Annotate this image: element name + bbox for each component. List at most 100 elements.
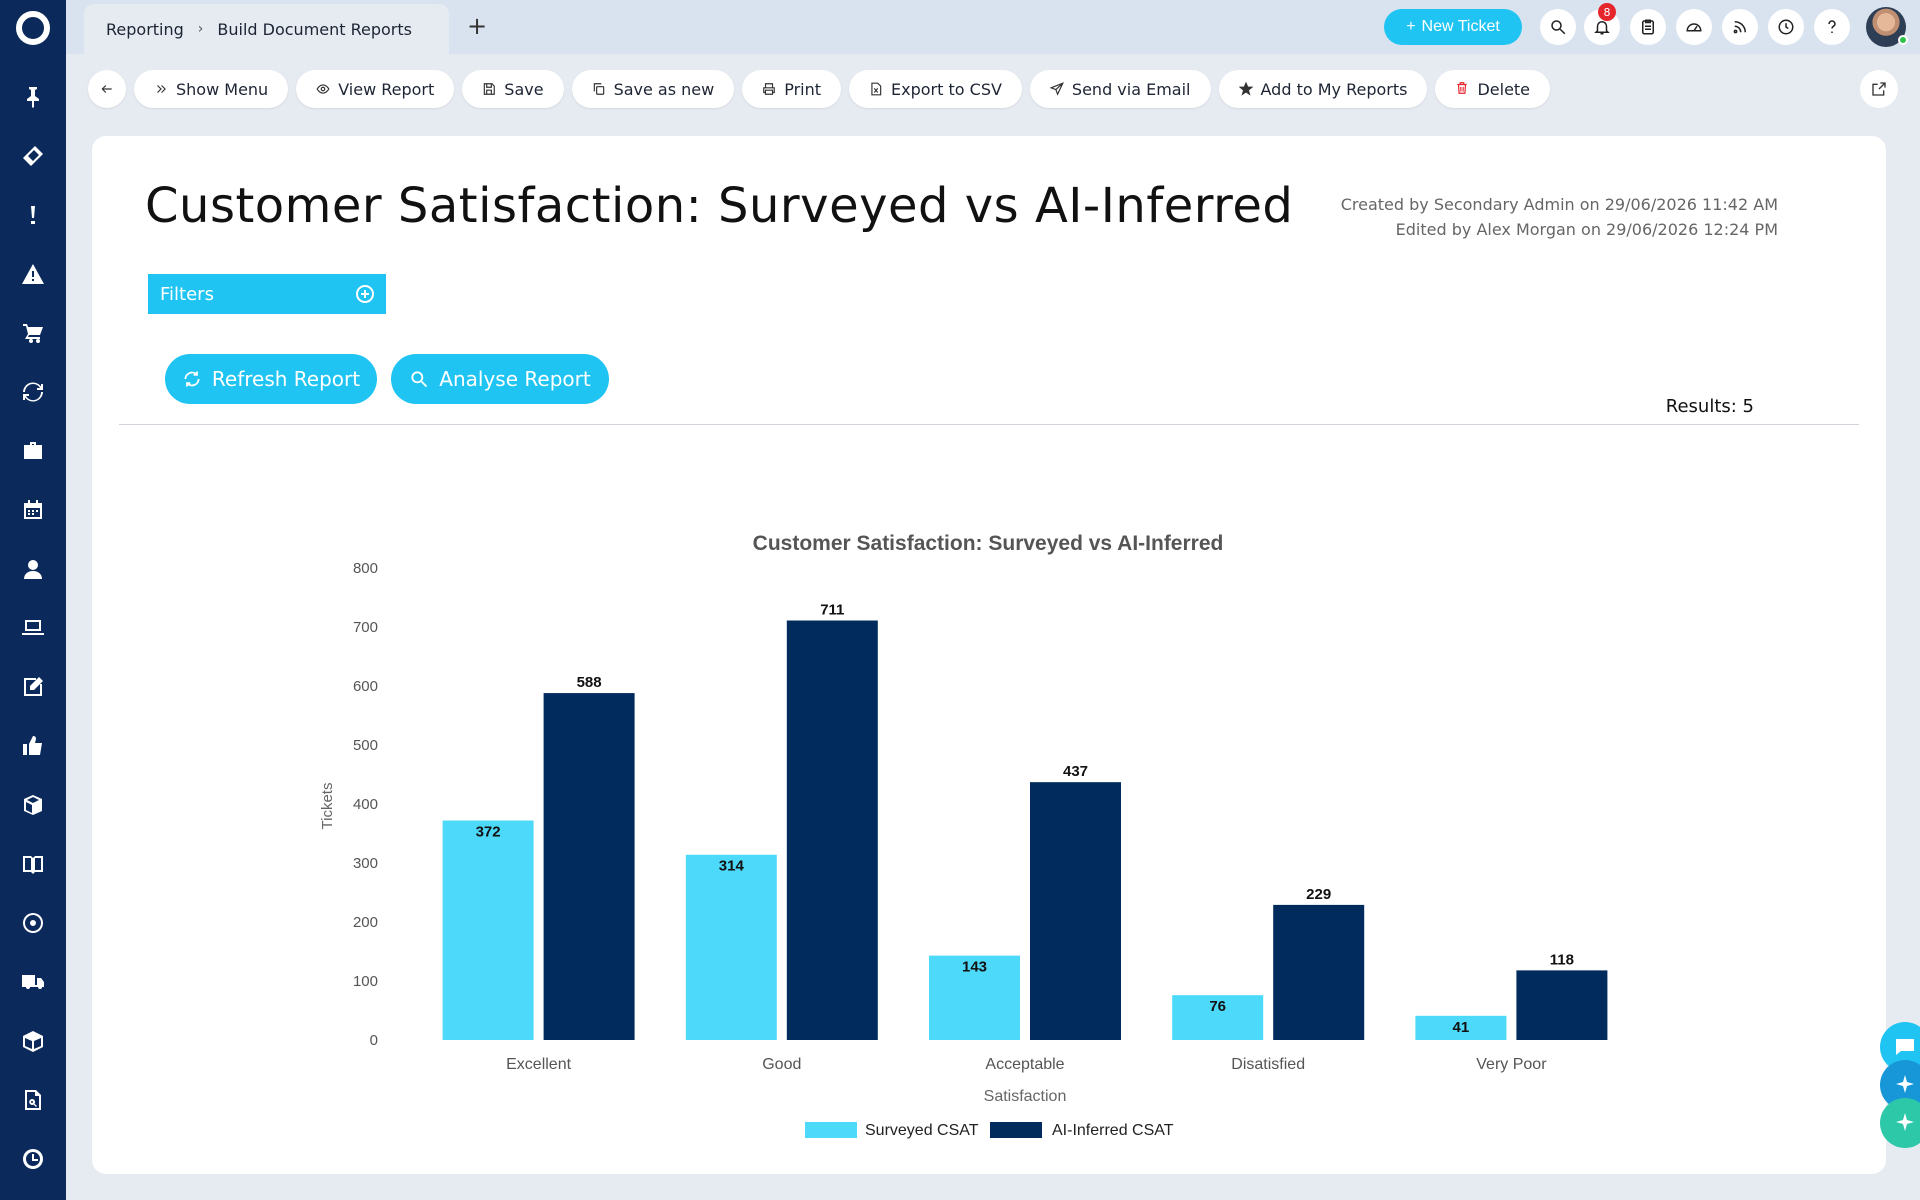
export-csv-button[interactable]: Export to CSV bbox=[849, 70, 1022, 108]
history-button[interactable] bbox=[1768, 9, 1804, 45]
gauge-icon bbox=[1686, 23, 1702, 32]
refresh-report-button[interactable]: Refresh Report bbox=[165, 354, 377, 404]
legend-label: AI-Inferred CSAT bbox=[1052, 1122, 1174, 1139]
book-icon[interactable] bbox=[0, 834, 66, 893]
search-icon bbox=[1551, 20, 1566, 35]
double-chevron-right-icon bbox=[157, 85, 166, 93]
clipboard-button[interactable] bbox=[1630, 9, 1666, 45]
show-menu-button[interactable]: Show Menu bbox=[134, 70, 289, 108]
edited-info: Edited by Alex Morgan on 29/06/2026 12:2… bbox=[1395, 220, 1778, 239]
sparkle-icon bbox=[1896, 1075, 1914, 1093]
briefcase-icon[interactable] bbox=[0, 421, 66, 480]
data-label: 711 bbox=[820, 602, 844, 619]
clock-icon bbox=[1778, 19, 1794, 35]
sync-icon[interactable] bbox=[0, 362, 66, 421]
save-button[interactable]: Save bbox=[462, 70, 564, 108]
y-tick-label: 0 bbox=[370, 1032, 378, 1049]
show-menu-label: Show Menu bbox=[176, 79, 269, 99]
refresh-report-label: Refresh Report bbox=[211, 367, 361, 391]
data-label: 118 bbox=[1550, 951, 1574, 968]
notifications-button[interactable]: 8 bbox=[1584, 3, 1620, 45]
analyse-report-label: Analyse Report bbox=[439, 367, 591, 391]
user-icon[interactable] bbox=[0, 539, 66, 598]
new-ticket-button[interactable]: + New Ticket bbox=[1384, 9, 1522, 45]
bar-ai-inferred[interactable] bbox=[1516, 970, 1608, 1040]
truck-icon[interactable] bbox=[0, 952, 66, 1011]
bar-ai-inferred[interactable] bbox=[1030, 782, 1121, 1040]
disc-icon[interactable] bbox=[0, 893, 66, 952]
export-csv-label: Export to CSV bbox=[891, 79, 1002, 99]
online-status-icon bbox=[1898, 35, 1908, 45]
y-tick-label: 500 bbox=[353, 737, 378, 754]
view-report-button[interactable]: View Report bbox=[296, 70, 455, 108]
search-button[interactable] bbox=[1540, 9, 1576, 45]
x-tick-label: Acceptable bbox=[985, 1056, 1064, 1073]
sparkle-icon bbox=[1896, 1113, 1914, 1131]
avatar[interactable] bbox=[1866, 7, 1908, 47]
legend-label: Surveyed CSAT bbox=[865, 1122, 979, 1139]
save-as-new-button[interactable]: Save as new bbox=[571, 70, 735, 108]
bar-ai-inferred[interactable] bbox=[786, 620, 878, 1040]
refresh-icon bbox=[184, 371, 200, 387]
edit-icon[interactable] bbox=[0, 657, 66, 716]
back-button[interactable] bbox=[88, 70, 126, 108]
report-meta: Created by Secondary Admin on 29/06/2026… bbox=[1341, 192, 1778, 242]
send-email-button[interactable]: Send via Email bbox=[1029, 70, 1211, 108]
clipboard-icon bbox=[1642, 19, 1654, 35]
bar-surveyed[interactable] bbox=[1415, 1015, 1507, 1040]
ticket-icon[interactable] bbox=[0, 126, 66, 185]
y-tick-label: 100 bbox=[353, 973, 378, 990]
feed-button[interactable] bbox=[1722, 9, 1758, 45]
filters-button[interactable]: Filters bbox=[148, 274, 386, 314]
bar-surveyed[interactable] bbox=[929, 955, 1020, 1040]
data-label: 76 bbox=[1209, 998, 1226, 1015]
print-button[interactable]: Print bbox=[742, 70, 842, 108]
laptop-icon[interactable] bbox=[0, 598, 66, 657]
data-label: 143 bbox=[962, 959, 987, 976]
divider bbox=[119, 424, 1859, 425]
analyse-report-button[interactable]: Analyse Report bbox=[391, 354, 609, 404]
bar-surveyed[interactable] bbox=[1172, 995, 1264, 1040]
help-button[interactable] bbox=[1814, 9, 1850, 45]
add-tab-button[interactable]: + bbox=[466, 12, 488, 40]
breadcrumb-reporting[interactable]: Reporting bbox=[106, 19, 184, 39]
y-tick-label: 800 bbox=[353, 560, 378, 577]
notification-badge: 8 bbox=[1598, 3, 1616, 21]
bar-surveyed[interactable] bbox=[442, 820, 534, 1040]
plus-circle-icon bbox=[356, 285, 374, 303]
x-axis-label: Satisfaction bbox=[984, 1088, 1067, 1105]
top-bar: Reporting › Build Document Reports + + N… bbox=[66, 0, 1920, 54]
y-axis-label: Tickets bbox=[319, 783, 336, 830]
created-info: Created by Secondary Admin on 29/06/2026… bbox=[1340, 195, 1778, 214]
results-count: Results: 5 bbox=[1665, 396, 1754, 417]
box-icon[interactable] bbox=[0, 1011, 66, 1070]
exclamation-icon[interactable] bbox=[0, 185, 66, 244]
boxes-icon[interactable] bbox=[0, 775, 66, 834]
bar-ai-inferred[interactable] bbox=[543, 693, 635, 1040]
breadcrumb[interactable]: Reporting › Build Document Reports bbox=[84, 4, 449, 54]
file-excel-icon bbox=[871, 82, 882, 96]
view-report-label: View Report bbox=[338, 79, 435, 99]
bar-chart: Customer Satisfaction: Surveyed vs AI-In… bbox=[319, 532, 1608, 1139]
save-as-new-label: Save as new bbox=[613, 79, 715, 99]
delete-label: Delete bbox=[1477, 79, 1531, 99]
bell-icon bbox=[1594, 21, 1610, 35]
app-logo[interactable] bbox=[16, 11, 50, 45]
delete-button[interactable]: Delete bbox=[1435, 70, 1551, 108]
bar-surveyed[interactable] bbox=[685, 854, 777, 1040]
cart-icon[interactable] bbox=[0, 303, 66, 362]
trash-icon bbox=[1457, 81, 1468, 94]
thumbs-up-icon[interactable] bbox=[0, 716, 66, 775]
breadcrumb-build-document-reports[interactable]: Build Document Reports bbox=[217, 19, 412, 39]
pin-icon[interactable] bbox=[0, 67, 66, 126]
copy-icon bbox=[593, 83, 604, 95]
bar-ai-inferred[interactable] bbox=[1273, 904, 1365, 1040]
warning-icon[interactable] bbox=[0, 244, 66, 303]
document-search-icon[interactable] bbox=[0, 1070, 66, 1129]
clock-icon[interactable] bbox=[0, 1129, 66, 1188]
add-to-my-reports-button[interactable]: Add to My Reports bbox=[1218, 70, 1428, 108]
open-external-button[interactable] bbox=[1860, 70, 1898, 108]
dashboard-button[interactable] bbox=[1676, 9, 1712, 45]
ai-helper-button[interactable] bbox=[1880, 1098, 1920, 1148]
calendar-icon[interactable] bbox=[0, 480, 66, 539]
